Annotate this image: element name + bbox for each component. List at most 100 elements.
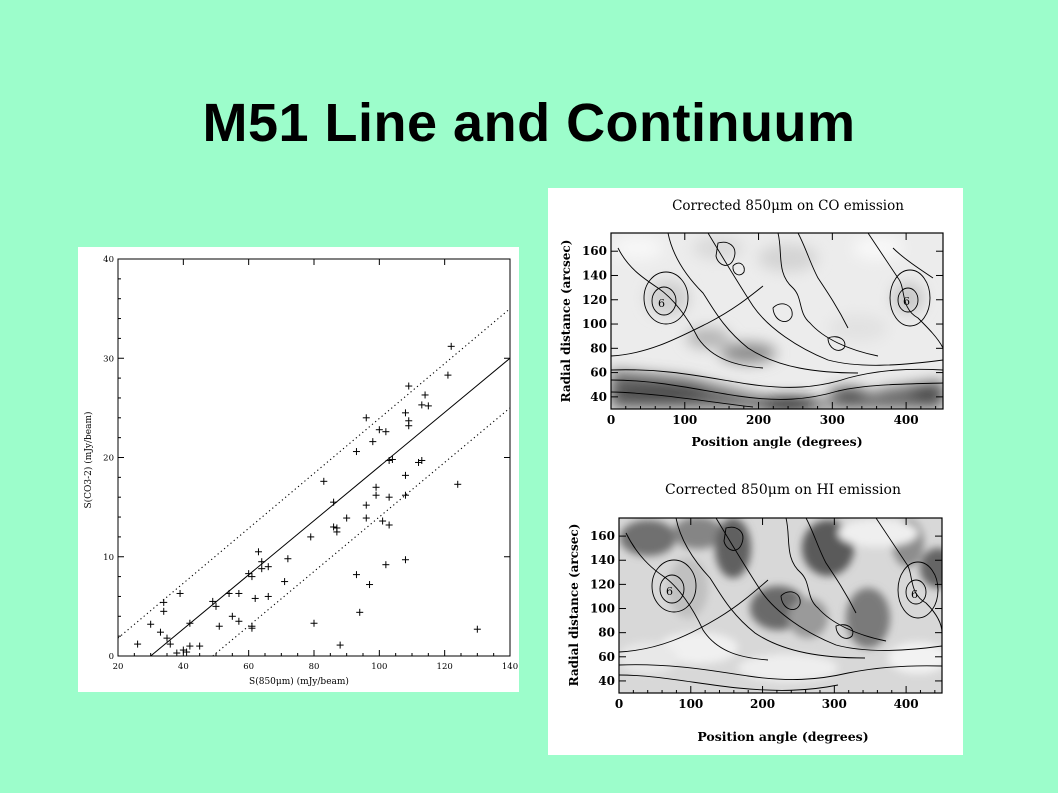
map-hi-title: Corrected 850μm on HI emission	[665, 482, 901, 498]
map-x-tick-label: 0	[615, 697, 623, 711]
map-co-image	[611, 233, 943, 409]
data-point	[264, 592, 272, 600]
data-point	[215, 622, 223, 630]
data-point	[405, 422, 413, 430]
data-point	[245, 570, 253, 578]
map-y-tick-label: 60	[598, 650, 615, 664]
x-tick-label: 20	[113, 662, 124, 672]
data-point	[320, 477, 328, 485]
x-tick-label: 100	[371, 662, 387, 672]
data-point	[369, 438, 377, 446]
data-point	[264, 563, 272, 571]
contour-maps-panel: Corrected 850μm on CO emission	[548, 188, 963, 755]
data-point	[258, 565, 266, 573]
map-y-tick-label: 120	[590, 577, 615, 591]
y-tick-label: 40	[103, 255, 114, 265]
data-point	[166, 640, 174, 648]
map-y-tick-label: 40	[590, 390, 607, 404]
data-point	[382, 428, 390, 436]
x-tick-label: 80	[309, 662, 320, 672]
scatter-plot-panel: 20 40 60 80 100 120 140 0 10 20 30 40 S(850μm) (mJy…	[78, 247, 519, 692]
data-point	[330, 498, 338, 506]
data-point	[385, 521, 393, 529]
data-point	[388, 455, 396, 463]
data-point	[362, 514, 370, 522]
y-tick-label: 0	[109, 652, 114, 662]
data-point	[235, 617, 243, 625]
x-tick-label: 60	[243, 662, 254, 672]
data-point	[352, 448, 360, 456]
map-x-tick-label: 100	[678, 697, 703, 711]
data-point	[281, 578, 289, 586]
data-point	[134, 640, 142, 648]
map-co-contour-label-right: 6	[903, 295, 910, 308]
data-point	[382, 561, 390, 569]
data-point	[418, 456, 426, 464]
map-hi-image	[619, 518, 942, 693]
fit-line-dotted	[117, 308, 511, 639]
data-point	[209, 597, 217, 605]
map-co-x-axis-label: Position angle (degrees)	[691, 434, 862, 449]
data-point	[225, 589, 233, 597]
contour-maps: Corrected 850μm on CO emission	[559, 198, 944, 744]
data-point	[372, 491, 380, 499]
data-point	[401, 471, 409, 479]
map-x-tick-label: 300	[822, 697, 847, 711]
data-point	[343, 514, 351, 522]
data-point	[454, 480, 462, 488]
data-point	[385, 493, 393, 501]
map-y-tick-label: 160	[582, 244, 607, 258]
data-point	[160, 607, 168, 615]
data-point	[310, 619, 318, 627]
map-hi-contour-label-left: 6	[666, 585, 673, 598]
data-point	[473, 625, 481, 633]
data-point	[163, 634, 171, 642]
data-point	[444, 371, 452, 379]
map-y-tick-label: 60	[590, 366, 607, 380]
data-point	[254, 548, 262, 556]
map-x-tick-label: 100	[672, 413, 697, 427]
data-point	[147, 620, 155, 628]
x-tick-label: 140	[502, 662, 518, 672]
map-y-tick-label: 80	[590, 341, 607, 355]
data-point	[418, 401, 426, 409]
slide-title: M51 Line and Continuum	[202, 93, 856, 153]
map-hi-contour-label-right: 6	[911, 588, 918, 601]
data-point	[405, 382, 413, 390]
data-point	[307, 533, 315, 541]
data-point	[156, 628, 164, 636]
data-point	[173, 649, 181, 657]
x-tick-label: 40	[178, 662, 189, 672]
map-x-tick-label: 300	[820, 413, 845, 427]
map-y-tick-label: 120	[582, 293, 607, 307]
map-x-tick-label: 400	[894, 697, 919, 711]
data-point	[336, 641, 344, 649]
data-point	[421, 391, 429, 399]
data-point	[258, 558, 266, 566]
data-point	[356, 608, 364, 616]
y-tick-label: 20	[103, 454, 114, 464]
map-hi-x-axis-label: Position angle (degrees)	[697, 729, 868, 744]
data-point	[362, 414, 370, 422]
scatter-plot: 20 40 60 80 100 120 140 0 10 20 30 40 S(850μm) (mJy…	[83, 255, 518, 687]
map-y-tick-label: 40	[598, 674, 615, 688]
scatter-plot-frame	[117, 258, 511, 657]
scatter-x-axis-label: S(850μm) (mJy/beam)	[249, 676, 349, 687]
x-tick-label: 120	[437, 662, 453, 672]
data-point	[379, 517, 387, 525]
map-y-tick-label: 80	[598, 626, 615, 640]
y-tick-label: 10	[103, 553, 114, 563]
data-point	[196, 642, 204, 650]
data-point	[401, 409, 409, 417]
data-point	[284, 555, 292, 563]
map-x-tick-label: 200	[750, 697, 775, 711]
data-point	[183, 648, 191, 656]
data-point	[401, 491, 409, 499]
map-x-tick-label: 0	[607, 413, 615, 427]
data-point	[330, 523, 338, 531]
data-point	[212, 602, 220, 610]
fit-line-solid	[150, 357, 511, 657]
data-point	[251, 594, 259, 602]
map-y-tick-label: 100	[582, 317, 607, 331]
fit-line-dotted	[212, 407, 511, 657]
